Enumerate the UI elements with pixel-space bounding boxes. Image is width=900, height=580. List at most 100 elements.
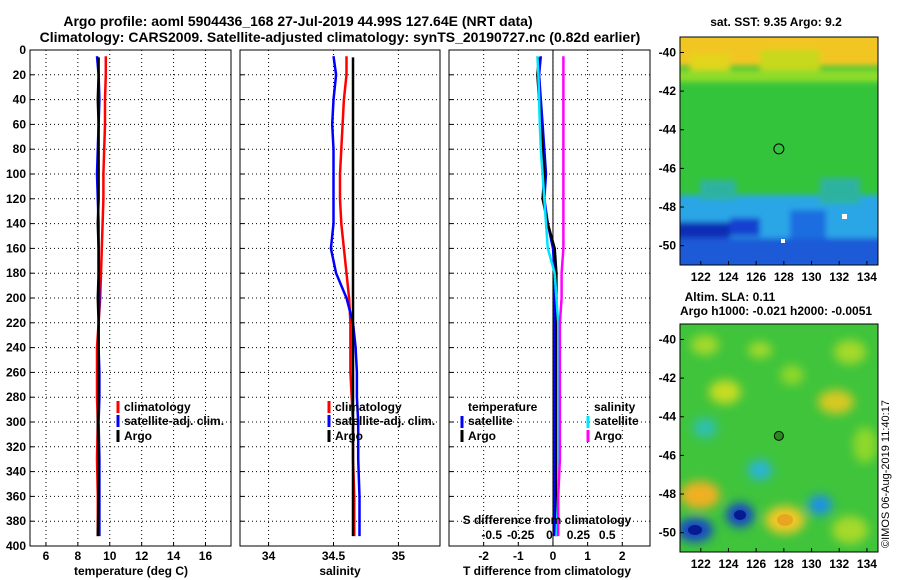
salinity-series: [329, 56, 361, 537]
temperature-panel: 0 20 40 60 80 100 120 140 160 180 200 220 240 260 280 3…: [6, 43, 232, 578]
x-tick-label: 34: [262, 549, 276, 563]
salinity-difference-tick-labels: -0.5 -0.25 0 0.25 0.5: [481, 528, 616, 542]
salinity-axis-label: salinity: [319, 564, 361, 578]
legend-label-s-argo: Argo: [594, 429, 622, 443]
legend-label-satellite-adj: satellite-adj. clim.: [335, 414, 435, 428]
map-lat-tick-label: -40: [659, 332, 677, 346]
figure-title-line2: Climatology: CARS2009. Satellite-adjuste…: [40, 29, 641, 45]
sla-map-tick-labels: 122 124 126 128 130 132 134 -40 -42 -44 -46 -48 -50: [659, 332, 878, 571]
depth-tick-labels: 0 20 40 60 80 100 120 140 160 180 200 220 240 260 280 3…: [6, 43, 26, 553]
figure-title-line1: Argo profile: aoml 5904436_168 27-Jul-20…: [63, 13, 532, 29]
x-tick-label: 14: [167, 549, 181, 563]
y-tick-label: 120: [6, 192, 26, 206]
y-tick-label: 60: [13, 117, 27, 131]
y-tick-label: 20: [13, 68, 27, 82]
x-tick-label: -1: [513, 549, 524, 563]
map-lon-tick-label: 128: [774, 557, 794, 571]
sst-map: sat. SST: 9.35 Argo: 9.2 122 124 126 128 130…: [659, 15, 879, 284]
difference-axis-label: T difference from climatology: [463, 564, 631, 578]
difference-tick-labels: -2 -1 0 1 2: [478, 549, 626, 563]
legend-label-argo: Argo: [335, 429, 363, 443]
y-tick-label: 180: [6, 266, 26, 280]
y-tick-label: 400: [6, 539, 26, 553]
series-line-argo: [96, 57, 100, 537]
x-tick-label: 12: [135, 549, 149, 563]
sst-map-tick-labels: 122 124 126 128 130 132 134 -40 -42 -44 -46 -48 -50: [659, 45, 878, 284]
sla-field: [680, 324, 878, 552]
y-tick-label: 340: [6, 465, 26, 479]
x-tick-label: 16: [199, 549, 213, 563]
y-tick-label: 40: [13, 93, 27, 107]
x-tick-label: 34.5: [322, 549, 346, 563]
salinity-difference-axis-label: S difference from climatology: [463, 513, 632, 527]
y-tick-label: 260: [6, 365, 26, 379]
map-lat-tick-label: -40: [659, 45, 677, 59]
s-diff-tick-label: -0.5: [481, 528, 502, 542]
map-lat-tick-label: -50: [659, 526, 677, 540]
sst-map-frame: [679, 36, 879, 266]
sst-field: [680, 37, 878, 265]
map-lon-tick-label: 122: [691, 270, 711, 284]
x-tick-label: 6: [43, 549, 50, 563]
sla-map-frame: [679, 323, 879, 553]
difference-grid: [449, 49, 650, 547]
y-tick-label: 280: [6, 390, 26, 404]
map-lon-tick-label: 130: [802, 270, 822, 284]
s-diff-tick-label: 0.5: [599, 528, 616, 542]
map-lat-tick-label: -48: [659, 487, 677, 501]
map-lat-tick-label: -46: [659, 161, 677, 175]
legend-label-argo: Argo: [124, 429, 152, 443]
map-lat-tick-label: -46: [659, 448, 677, 462]
temperature-grid: [30, 49, 231, 547]
salinity-tick-labels: 34 34.5 35: [262, 549, 406, 563]
difference-panel: -2 -1 0 1 2 -0.5 -0.25 0 0.25 0.5 T difference f…: [448, 49, 651, 578]
s-diff-tick-label: 0.25: [567, 528, 591, 542]
y-tick-label: 200: [6, 291, 26, 305]
s-diff-tick-label: 0: [546, 528, 553, 542]
s-diff-tick-label: -0.25: [507, 528, 535, 542]
map-lon-tick-label: 126: [746, 557, 766, 571]
legend-title-temperature: temperature: [468, 400, 538, 414]
legend-label-climatology: climatology: [335, 400, 402, 414]
map-lon-tick-label: 134: [857, 557, 877, 571]
temperature-axis-label: temperature (deg C): [74, 564, 188, 578]
map-lon-tick-label: 124: [718, 270, 738, 284]
map-lat-tick-label: -42: [659, 371, 677, 385]
y-tick-label: 80: [13, 142, 27, 156]
map-lon-tick-label: 132: [829, 557, 849, 571]
salinity-legend: climatology satellite-adj. clim. Argo: [327, 400, 435, 443]
x-tick-label: -2: [478, 549, 489, 563]
series-line-salinity-satellite: [536, 56, 560, 537]
legend-label-t-argo: Argo: [468, 429, 496, 443]
map-lat-tick-label: -48: [659, 200, 677, 214]
legend-label-satellite-adj: satellite-adj. clim.: [124, 414, 224, 428]
temperature-series: [95, 56, 108, 537]
y-tick-label: 100: [6, 167, 26, 181]
map-lon-tick-label: 126: [746, 270, 766, 284]
series-line-salinity-argo: [556, 56, 565, 537]
argo-location-marker: [773, 430, 784, 441]
x-tick-label: 2: [619, 549, 626, 563]
map-lon-tick-label: 122: [691, 557, 711, 571]
y-tick-label: 300: [6, 415, 26, 429]
legend-label-climatology: climatology: [124, 400, 191, 414]
map-lon-tick-label: 130: [802, 557, 822, 571]
difference-legend: temperature satellite Argo salinity sate…: [460, 400, 639, 443]
x-tick-label: 35: [392, 549, 406, 563]
imos-credit: ©IMOS 06-Aug-2019 11:40:17: [880, 400, 892, 548]
sla-map: Altim. SLA: 0.11 Argo h1000: -0.021 h200…: [659, 290, 879, 571]
temperature-legend: climatology satellite-adj. clim. Argo: [116, 400, 224, 443]
map-lat-tick-label: -50: [659, 239, 677, 253]
map-lon-tick-label: 128: [774, 270, 794, 284]
argo-location-marker: [773, 143, 785, 155]
map-lon-tick-label: 124: [718, 557, 738, 571]
map-lat-tick-label: -44: [659, 123, 677, 137]
salinity-grid: [240, 49, 440, 547]
y-tick-label: 160: [6, 241, 26, 255]
salinity-panel: 34 34.5 35 salinity climatology satellite-…: [239, 49, 441, 578]
sst-map-title: sat. SST: 9.35 Argo: 9.2: [710, 15, 842, 29]
y-tick-label: 360: [6, 489, 26, 503]
x-tick-label: 10: [103, 549, 117, 563]
map-lon-tick-label: 132: [829, 270, 849, 284]
